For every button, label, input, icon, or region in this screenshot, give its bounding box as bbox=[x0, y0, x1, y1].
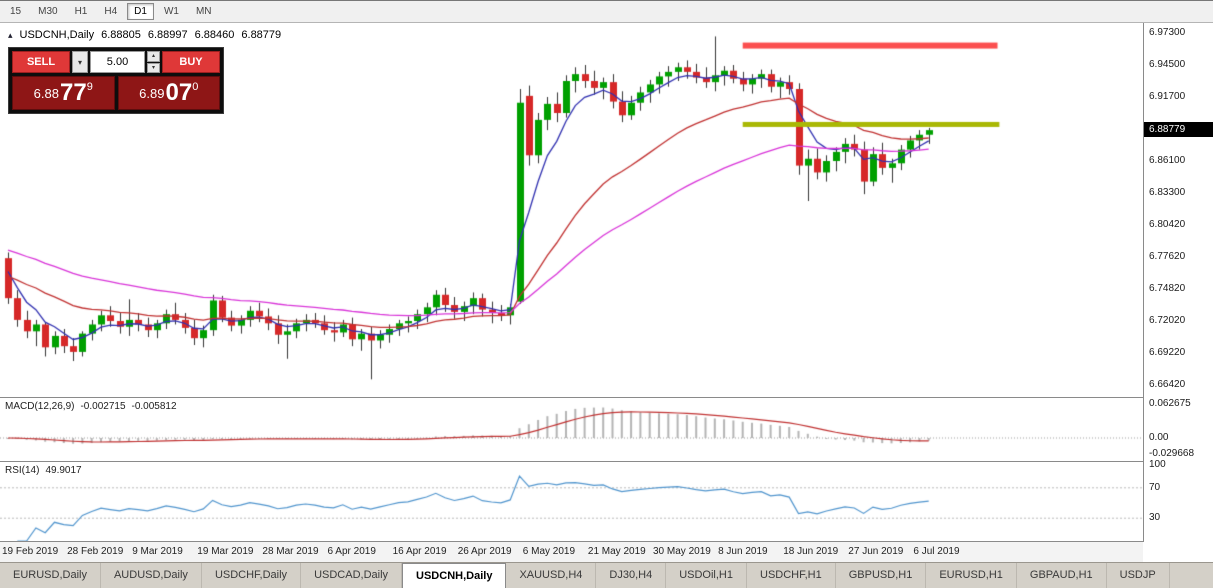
rsi-axis-label: 30 bbox=[1149, 512, 1161, 523]
chart-info-bar: ▴ USDCNH,Daily 6.88805 6.88997 6.88460 6… bbox=[8, 29, 281, 41]
chart-symbol-label: USDCNH,Daily bbox=[19, 29, 95, 41]
price-axis-label: 6.91700 bbox=[1149, 91, 1186, 102]
ohlc-close: 6.88779 bbox=[241, 29, 282, 41]
current-price-tag: 6.88779 bbox=[1144, 122, 1213, 138]
timeframe-button-mn[interactable]: MN bbox=[195, 6, 212, 17]
date-axis-label: 19 Feb 2019 bbox=[2, 546, 59, 557]
date-axis-label: 9 Mar 2019 bbox=[132, 546, 183, 557]
price-axis-label: 6.77620 bbox=[1149, 251, 1186, 262]
date-axis-label: 28 Mar 2019 bbox=[262, 546, 319, 557]
date-axis-label: 21 May 2019 bbox=[587, 546, 646, 557]
price-axis-label: 6.66420 bbox=[1149, 379, 1186, 390]
date-axis-label: 6 May 2019 bbox=[522, 546, 576, 557]
bid-price-point: 9 bbox=[86, 81, 93, 93]
ohlc-high: 6.88997 bbox=[147, 29, 188, 41]
ask-price-main: 6.89 bbox=[139, 85, 165, 101]
macd-indicator-label: MACD(12,26,9) -0.002715 -0.005812 bbox=[5, 401, 177, 412]
timeframe-toolbar: 15 M30 H1 H4 D1 W1 MN bbox=[0, 1, 1213, 23]
tab-usdchf-daily[interactable]: USDCHF,Daily bbox=[202, 563, 302, 588]
timeframe-button-h1[interactable]: H1 bbox=[74, 6, 88, 17]
buy-button[interactable]: BUY bbox=[162, 51, 220, 73]
ohlc-open: 6.88805 bbox=[101, 29, 141, 41]
timeframe-button-d1[interactable]: D1 bbox=[127, 3, 154, 20]
date-axis-label: 6 Apr 2019 bbox=[327, 546, 376, 557]
macd-name: MACD(12,26,9) bbox=[5, 401, 75, 412]
date-axis-label: 26 Apr 2019 bbox=[457, 546, 512, 557]
bid-price-display[interactable]: 6.88 77 9 bbox=[12, 76, 115, 110]
macd-main-value: -0.002715 bbox=[80, 401, 126, 412]
price-axis-label: 6.86100 bbox=[1149, 155, 1186, 166]
symbol-marker-icon: ▴ bbox=[8, 29, 13, 40]
macd-signal-value: -0.005812 bbox=[131, 401, 177, 412]
volume-input[interactable]: 5.00 bbox=[90, 51, 145, 73]
date-axis-label: 19 Mar 2019 bbox=[197, 546, 254, 557]
timeframe-button-15[interactable]: 15 bbox=[10, 6, 22, 17]
trade-panel-controls: SELL ▾ 5.00 ▴ ▾ BUY bbox=[12, 51, 220, 73]
one-click-trade-panel: SELL ▾ 5.00 ▴ ▾ BUY 6.88 77 9 6.89 07 0 bbox=[8, 47, 224, 114]
timeframe-button-h4[interactable]: H4 bbox=[104, 6, 118, 17]
chevron-down-icon: ▾ bbox=[151, 64, 155, 71]
date-axis-label: 30 May 2019 bbox=[653, 546, 711, 557]
date-axis[interactable]: 19 Feb 2019 28 Feb 2019 9 Mar 2019 19 Mar 2… bbox=[0, 542, 1143, 562]
tab-eurusd-h1[interactable]: EURUSD,H1 bbox=[926, 563, 1017, 588]
price-axis-label: 6.80420 bbox=[1149, 219, 1186, 230]
bid-price-main: 6.88 bbox=[33, 85, 59, 101]
chart-tab-bar: EURUSD,Daily AUDUSD,Daily USDCHF,Daily USDC… bbox=[0, 562, 1213, 588]
date-axis-label: 16 Apr 2019 bbox=[392, 546, 447, 557]
price-axis-label: 6.72020 bbox=[1149, 315, 1186, 326]
price-axis[interactable]: 6.88779 6.973006.945006.917006.889006.86… bbox=[1143, 23, 1213, 542]
tab-usdjp[interactable]: USDJP bbox=[1107, 563, 1170, 588]
tab-eurusd-daily[interactable]: EURUSD,Daily bbox=[0, 563, 101, 588]
pane-separator bbox=[0, 541, 1213, 542]
tab-usdoil-h1[interactable]: USDOil,H1 bbox=[666, 563, 747, 588]
tab-xauusd-h4[interactable]: XAUUSD,H4 bbox=[506, 563, 597, 588]
rsi-name: RSI(14) bbox=[5, 465, 40, 476]
pane-separator[interactable] bbox=[0, 397, 1213, 398]
macd-pane-canvas[interactable] bbox=[0, 398, 1143, 460]
volume-dropdown-button[interactable]: ▾ bbox=[72, 51, 88, 73]
price-axis-label: 6.74820 bbox=[1149, 283, 1186, 294]
tab-usdcad-daily[interactable]: USDCAD,Daily bbox=[301, 563, 403, 588]
price-axis-label: 6.69220 bbox=[1149, 347, 1186, 358]
date-axis-label: 8 Jun 2019 bbox=[718, 546, 768, 557]
tab-usdchf-h1[interactable]: USDCHF,H1 bbox=[747, 563, 836, 588]
price-axis-label: 6.83300 bbox=[1149, 187, 1186, 198]
chevron-down-icon: ▾ bbox=[77, 57, 82, 67]
pane-separator[interactable] bbox=[0, 461, 1213, 462]
price-axis-label: 6.97300 bbox=[1149, 27, 1186, 38]
date-axis-label: 18 Jun 2019 bbox=[783, 546, 839, 557]
bid-price-pips: 77 bbox=[59, 79, 87, 106]
tab-audusd-daily[interactable]: AUDUSD,Daily bbox=[101, 563, 202, 588]
date-axis-label: 28 Feb 2019 bbox=[67, 546, 124, 557]
ask-price-point: 0 bbox=[192, 81, 199, 93]
ask-price-pips: 07 bbox=[165, 79, 193, 106]
ohlc-low: 6.88460 bbox=[194, 29, 235, 41]
macd-axis-label: 0.00 bbox=[1149, 432, 1169, 443]
rsi-axis-label: 70 bbox=[1149, 482, 1161, 493]
macd-axis-label: 0.062675 bbox=[1149, 398, 1191, 409]
chevron-up-icon: ▴ bbox=[151, 53, 155, 60]
volume-stepper: ▴ ▾ bbox=[147, 51, 160, 73]
macd-axis-label: -0.029668 bbox=[1149, 448, 1195, 459]
sell-button[interactable]: SELL bbox=[12, 51, 70, 73]
date-axis-label: 27 Jun 2019 bbox=[848, 546, 904, 557]
rsi-value: 49.9017 bbox=[45, 465, 82, 476]
date-axis-label: 6 Jul 2019 bbox=[913, 546, 960, 557]
tab-usdcnh-daily[interactable]: USDCNH,Daily bbox=[402, 563, 507, 588]
volume-down-button[interactable]: ▾ bbox=[147, 62, 160, 73]
price-axis-label: 6.94500 bbox=[1149, 59, 1186, 70]
ask-price-display[interactable]: 6.89 07 0 bbox=[117, 76, 220, 110]
tab-gbpaud-h1[interactable]: GBPAUD,H1 bbox=[1017, 563, 1107, 588]
trade-panel-quotes: 6.88 77 9 6.89 07 0 bbox=[12, 76, 220, 110]
rsi-indicator-label: RSI(14) 49.9017 bbox=[5, 465, 82, 476]
tab-dj30-h4[interactable]: DJ30,H4 bbox=[596, 563, 667, 588]
timeframe-button-w1[interactable]: W1 bbox=[163, 6, 179, 17]
timeframe-button-m30[interactable]: M30 bbox=[38, 6, 58, 17]
tab-gbpusd-h1[interactable]: GBPUSD,H1 bbox=[836, 563, 927, 588]
rsi-pane-canvas[interactable] bbox=[0, 462, 1143, 541]
rsi-axis-label: 100 bbox=[1149, 459, 1166, 470]
volume-up-button[interactable]: ▴ bbox=[147, 51, 160, 62]
